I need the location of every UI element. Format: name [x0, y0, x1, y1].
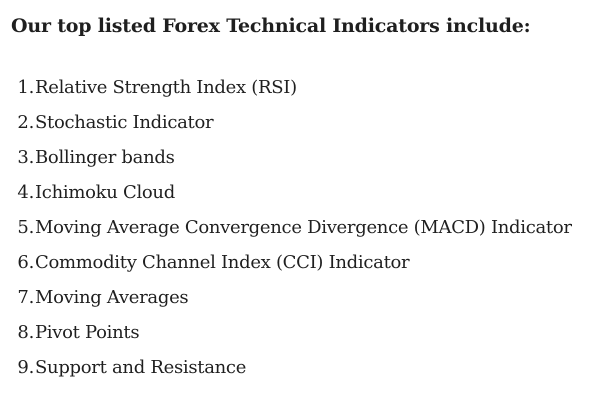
list-item-text: Moving Average Convergence Divergence (M… — [35, 217, 572, 238]
list-item-number: 4. — [17, 182, 34, 203]
list-item-number: 7. — [17, 287, 34, 308]
list-item-number: 2. — [17, 112, 34, 133]
list-item-number: 8. — [17, 322, 34, 343]
list-item-text: Ichimoku Cloud — [35, 182, 175, 203]
list-item-number: 3. — [17, 147, 34, 168]
list-item-number: 6. — [17, 252, 34, 273]
list-item-text: Support and Resistance — [35, 357, 247, 378]
list-item-text: Moving Averages — [35, 287, 189, 308]
list-item-text: Stochastic Indicator — [35, 112, 214, 133]
list-item-text: Commodity Channel Index (CCI) Indicator — [35, 252, 410, 273]
list-item-text: Pivot Points — [35, 322, 140, 343]
list-item-number: 1. — [17, 77, 34, 98]
list-item-text: Bollinger bands — [35, 147, 175, 168]
list-item-text: Relative Strength Index (RSI) — [35, 77, 297, 98]
list-item-number: 5. — [17, 217, 34, 238]
list-item-number: 9. — [17, 357, 34, 378]
list-heading: Our top listed Forex Technical Indicator… — [11, 15, 531, 37]
